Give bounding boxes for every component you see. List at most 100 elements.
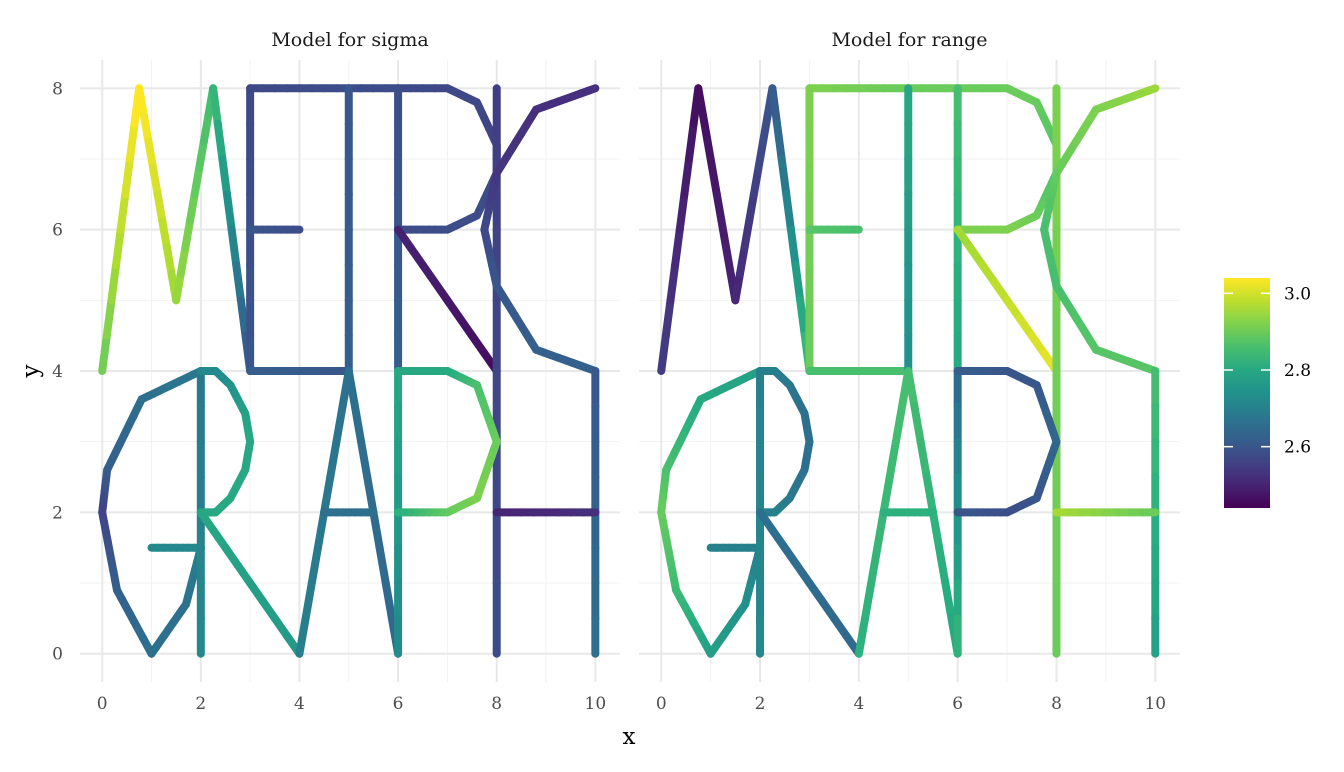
edge-segment (307, 543, 322, 588)
edge-segment (153, 190, 167, 225)
legend-tick-label: 3.0 (1284, 284, 1311, 304)
edge-segment (703, 137, 717, 172)
edge-segment (749, 163, 763, 199)
edge-segment (759, 110, 772, 146)
edge-segment (320, 473, 335, 517)
y-tick-label: 0 (52, 645, 63, 665)
edge-segment (661, 296, 675, 340)
edge-segment (236, 296, 250, 340)
x-tick-label: 0 (656, 694, 667, 714)
y-tick-label: 4 (52, 362, 63, 382)
y-tick-label: 2 (52, 503, 63, 523)
edge-segment (135, 84, 148, 119)
x-tick-label: 2 (195, 694, 206, 714)
edge-segment (708, 163, 721, 199)
edge-segment (375, 543, 390, 588)
edge-segment (213, 119, 227, 163)
graph-edge-21 (953, 367, 1061, 517)
x-tick-label: 6 (393, 694, 404, 714)
edge-segment (675, 190, 689, 234)
edge-segment (941, 579, 956, 623)
graph-edge-17 (756, 508, 863, 658)
edge-segment (102, 296, 116, 340)
x-tick-label: 2 (755, 694, 766, 714)
edge-segment (326, 437, 341, 482)
edge-segment (754, 137, 768, 172)
edge-segment (685, 119, 698, 163)
facet-panel-1: Model for sigma 0 2 4 6 8 10 0 2 4 6 8 (52, 29, 620, 714)
edge-segment (125, 119, 139, 163)
edge-segment (885, 437, 900, 482)
edge-segment (768, 84, 782, 128)
edge-segment (854, 614, 870, 658)
x-tick-label: 0 (97, 694, 108, 714)
edge-segment (381, 579, 396, 623)
edge-segment (735, 243, 749, 278)
edge-segment (796, 296, 809, 340)
edge-segment (910, 402, 925, 446)
edge-segment (195, 137, 208, 172)
edge-segment (209, 84, 222, 128)
edge-segment (791, 260, 805, 305)
x-tick-label: 8 (1051, 694, 1062, 714)
graph-edge-1 (657, 84, 814, 375)
edge-segment (199, 110, 213, 146)
x-tick-label: 4 (294, 694, 305, 714)
edge-segment (922, 473, 937, 517)
edge-segment (916, 437, 931, 482)
edge-segment (116, 190, 130, 234)
facet-panel-2: Model for range 0 2 4 6 8 10 (639, 29, 1180, 714)
graph-edge-16 (196, 367, 255, 517)
edge-segment (162, 243, 176, 278)
edge-segment (712, 190, 726, 225)
x-tick-label: 10 (1144, 694, 1166, 714)
colorbar (1224, 278, 1270, 508)
edge-segment (176, 243, 190, 278)
edge-segment (666, 260, 680, 305)
edge-segment (223, 190, 236, 234)
edge-segment (773, 119, 786, 163)
edge-segment (891, 402, 907, 446)
edge-segment (928, 508, 944, 552)
x-tick-label: 8 (491, 694, 502, 714)
edge-segment (218, 154, 232, 199)
y-axis-title: y (18, 365, 44, 379)
edge-segment (107, 260, 121, 305)
y-tick-label: 6 (52, 221, 63, 241)
x-axis-title: x (623, 724, 636, 750)
x-tick-label: 6 (952, 694, 963, 714)
graph-edge-18 (854, 367, 962, 658)
edge-segment (357, 437, 372, 482)
edge-segment (181, 216, 195, 252)
edge-segment (144, 137, 158, 172)
graph-edge-10 (480, 84, 600, 375)
graph-edge-1 (98, 84, 255, 375)
graph-edge-21 (394, 367, 501, 517)
graph-edge-10 (1040, 84, 1160, 375)
edge-segment (313, 508, 329, 552)
legend: 2.6 2.8 3.0 (1224, 278, 1311, 508)
edge-segment (190, 163, 204, 199)
edge-segment (777, 154, 791, 199)
edge-segment (935, 543, 950, 588)
edge-segment (782, 190, 795, 234)
edge-segment (227, 225, 241, 269)
edge-segment (722, 243, 735, 278)
edge-segment (873, 508, 888, 552)
edge-segment (344, 367, 359, 411)
edge-segment (740, 216, 754, 252)
edge-segment (172, 269, 185, 305)
edge-segment (139, 110, 153, 146)
facet-title: Model for range (831, 29, 987, 51)
edge-segment (657, 331, 670, 375)
edge-segment (350, 402, 366, 446)
edge-segment (861, 579, 876, 623)
edge-segment (694, 84, 707, 119)
edge-segment (98, 331, 111, 375)
edge-segment (186, 190, 199, 225)
graph-edge-13 (98, 367, 205, 658)
edge-segment (671, 225, 684, 269)
graph-edge-18 (295, 367, 403, 658)
